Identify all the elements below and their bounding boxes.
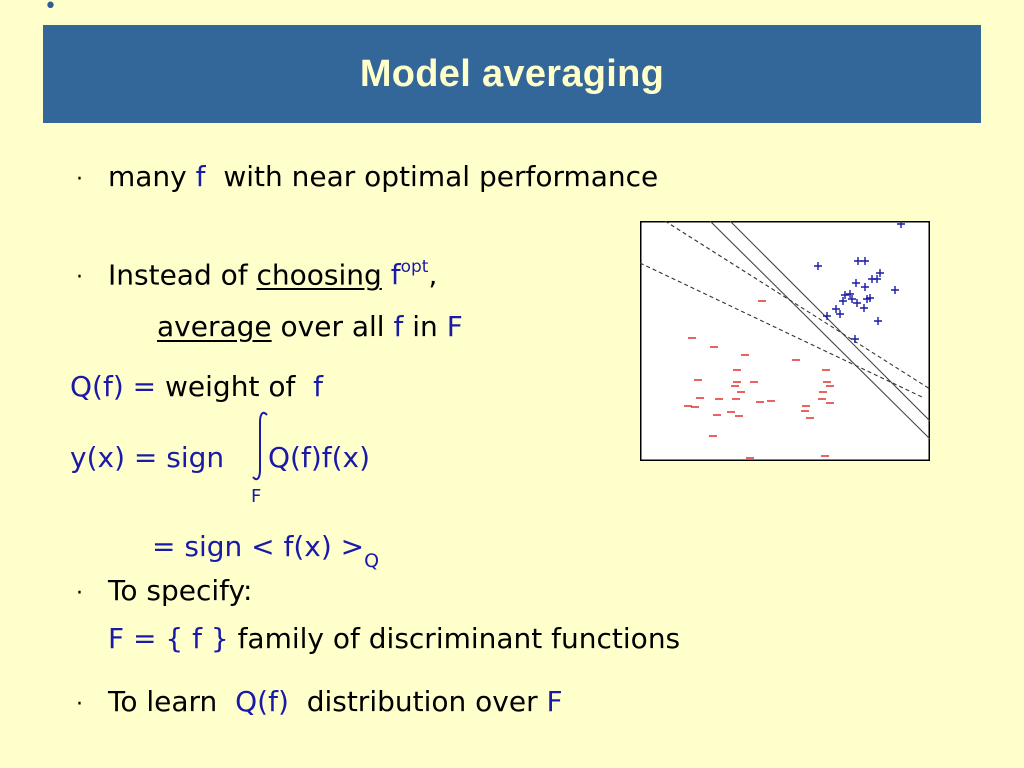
line-q-weight: Q(f) = weight of f	[70, 373, 323, 401]
underlined-choosing: choosing	[256, 258, 382, 292]
plus-point	[861, 283, 869, 291]
math-q-eq: Q(f) =	[70, 370, 157, 403]
math-y-sign-left: y(x) = sign	[70, 441, 225, 474]
underlined-average: average	[157, 310, 272, 343]
bullet-marker: ·	[76, 581, 83, 606]
bullet-to-learn: To learn Q(f) distribution over F	[108, 688, 563, 716]
plus-point	[874, 317, 882, 325]
bullet-marker: ·	[76, 692, 83, 717]
plus-point	[876, 269, 884, 277]
math-opt-superscript: opt	[400, 257, 429, 277]
scatter-plot	[640, 221, 930, 461]
bullet-marker: ·	[76, 167, 83, 192]
text: with near optimal performance	[223, 160, 659, 193]
plus-point	[851, 335, 859, 343]
math-f: f	[195, 160, 206, 193]
line-family: F = { f } family of discriminant functio…	[108, 625, 680, 653]
plus-point	[814, 262, 822, 270]
text: To learn	[108, 685, 218, 718]
bullet-many-f: many f with near optimal performance	[108, 163, 658, 191]
math-F: F	[546, 685, 563, 718]
boundary-line-2	[729, 221, 930, 422]
plus-point	[861, 257, 869, 265]
line-average-over-all: average over all f in F	[157, 313, 463, 341]
plus-point	[839, 297, 847, 305]
decision-boundaries	[640, 221, 930, 440]
math-F: F	[446, 310, 463, 343]
plus-point	[897, 221, 905, 228]
text: distribution over	[306, 685, 538, 718]
plus-point	[848, 295, 856, 303]
data-points	[684, 221, 905, 459]
math-q-subscript: Q	[364, 549, 380, 572]
plus-point	[891, 286, 899, 294]
math-sign-expectation: = sign < f(x) >Q	[152, 530, 379, 571]
math-f: f	[393, 310, 404, 343]
text: family of discriminant functions	[237, 622, 681, 655]
plus-point	[836, 310, 844, 318]
plus-point	[846, 290, 854, 298]
math-f: f	[313, 370, 323, 403]
text: Instead of	[108, 258, 248, 292]
math-f-base: f	[390, 258, 401, 292]
plus-point	[866, 294, 874, 302]
boundary-line-4	[640, 262, 923, 398]
bullet-instead-of: Instead of choosing fopt,	[108, 258, 438, 292]
bullet-marker: ·	[76, 265, 83, 290]
boundary-line-1	[709, 221, 930, 440]
plus-point	[873, 275, 881, 283]
plus-point	[852, 279, 860, 287]
math-sign-expr: = sign < f(x) >	[152, 530, 365, 563]
title-bar: Model averaging	[43, 25, 981, 123]
plus-point	[854, 257, 862, 265]
slide-corner-dot: •	[44, 0, 57, 19]
text: over all	[280, 310, 385, 343]
bullet-to-specify: To specify:	[108, 574, 253, 607]
text: in	[412, 310, 438, 343]
math-f: fopt	[391, 258, 429, 291]
text: many	[108, 160, 187, 193]
math-q-f-fx: Q(f)f(x)	[268, 441, 371, 474]
plot-frame	[640, 221, 930, 461]
integral-subscript-F: F	[251, 486, 262, 507]
boundary-line-3	[664, 221, 930, 390]
comma: ,	[428, 258, 438, 292]
math-F-set: F = { f }	[108, 622, 229, 655]
plus-point	[853, 299, 861, 307]
plus-point	[841, 291, 849, 299]
integral-sign-icon	[252, 411, 268, 481]
text: weight of	[165, 370, 296, 403]
plus-point	[823, 312, 831, 320]
plus-point	[832, 305, 840, 313]
slide-title: Model averaging	[359, 52, 665, 95]
math-q-f: Q(f)	[235, 685, 289, 718]
plus-point	[860, 304, 868, 312]
